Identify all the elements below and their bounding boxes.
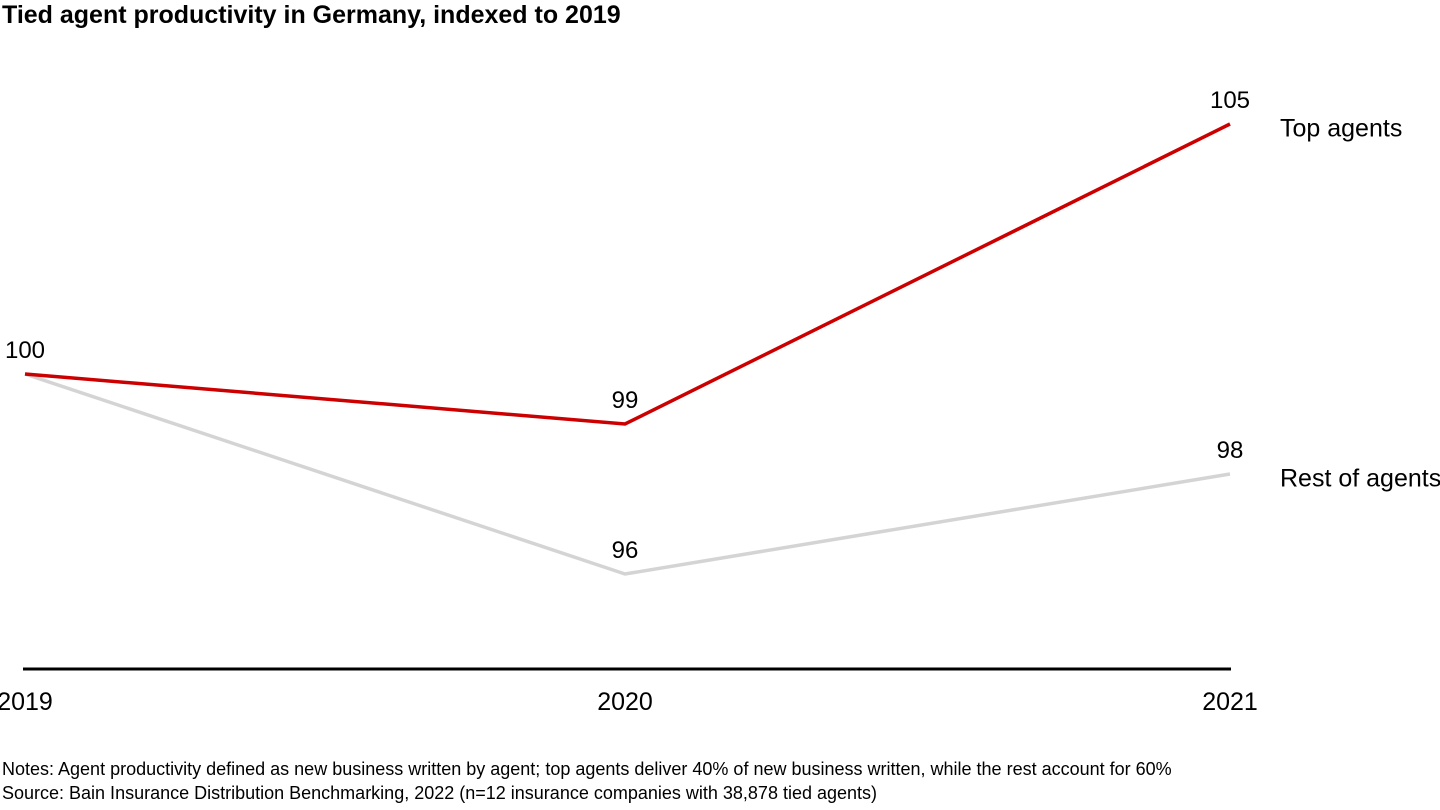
x-tick-label-2019: 2019 — [0, 688, 53, 716]
footnote-block: Notes: Agent productivity defined as new… — [2, 757, 1172, 805]
value-label-rest-of-agents-2021: 98 — [1216, 437, 1244, 464]
value-label-top-agents-2021: 105 — [1209, 87, 1251, 114]
series-line-rest-of-agents — [24, 372, 1231, 576]
source-line: Source: Bain Insurance Distribution Benc… — [2, 783, 878, 803]
chart-title: Tied agent productivity in Germany, inde… — [2, 1, 621, 29]
series-label-top-agents: Top agents — [1280, 114, 1403, 143]
series-label-rest-of-agents: Rest of agents — [1280, 464, 1440, 493]
series-line-top-agents — [24, 122, 1231, 426]
x-tick-label-2020: 2020 — [597, 688, 653, 716]
value-label-rest-of-agents-2020: 96 — [611, 537, 639, 564]
x-tick-label-2021: 2021 — [1202, 688, 1258, 716]
value-label-top-agents-2019: 100 — [4, 337, 46, 364]
notes-line: Notes: Agent productivity defined as new… — [2, 759, 1172, 779]
value-label-top-agents-2020: 99 — [611, 387, 639, 414]
